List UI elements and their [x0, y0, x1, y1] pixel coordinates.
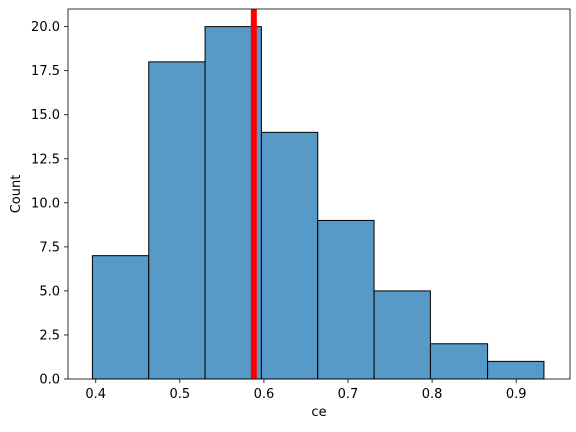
bar [317, 219, 375, 380]
y-tick-label: 17.5 [31, 64, 60, 79]
y-tick-label: 10.0 [31, 196, 60, 211]
x-tick-label: 0.5 [169, 387, 190, 402]
bar [148, 61, 206, 380]
bar [260, 131, 319, 380]
bar [373, 290, 431, 380]
x-tick-label: 0.4 [85, 387, 106, 402]
x-tick-label: 0.8 [422, 387, 443, 402]
bar [487, 360, 545, 380]
bar [429, 343, 489, 380]
y-axis-label: Count [9, 175, 24, 214]
y-tick-label: 0.0 [39, 373, 60, 388]
x-axis-label: ce [311, 405, 326, 420]
y-tick-label: 12.5 [31, 152, 60, 167]
x-tick-label: 0.6 [254, 387, 275, 402]
y-tick-label: 20.0 [31, 20, 60, 35]
y-tick-label: 5.0 [39, 284, 60, 299]
y-tick-label: 2.5 [39, 328, 60, 343]
axes-frame [67, 8, 571, 380]
y-tick-label: 7.5 [39, 240, 60, 255]
y-tick-label: 15.0 [31, 108, 60, 123]
x-tick-label: 0.9 [506, 387, 527, 402]
bar [91, 255, 150, 380]
x-tick-label: 0.7 [338, 387, 359, 402]
